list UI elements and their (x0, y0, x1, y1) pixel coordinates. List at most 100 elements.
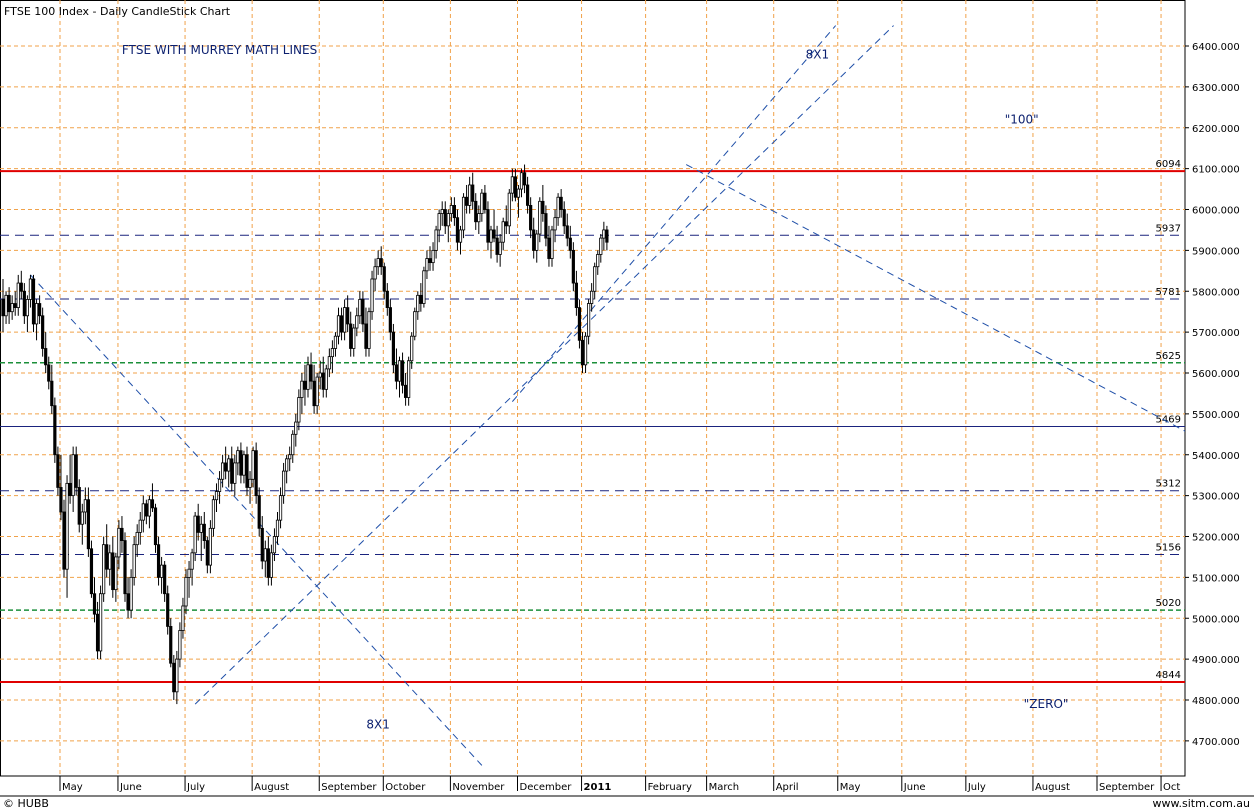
candle-body (388, 307, 392, 333)
candle-body (480, 192, 484, 214)
trend-lines (30, 25, 1185, 766)
candle-body (135, 532, 139, 546)
candle-body (468, 184, 472, 206)
candle-body (413, 311, 417, 337)
candle-body (208, 527, 212, 566)
grid (0, 0, 1186, 777)
candle-body (410, 335, 414, 362)
x-tick-label: July (967, 782, 986, 793)
candles (1, 164, 609, 705)
candle-body (486, 209, 490, 243)
candle-body (538, 200, 542, 235)
candle-body (361, 299, 365, 325)
candle-body (407, 360, 411, 398)
candle-body (443, 209, 447, 227)
candle-body (230, 458, 234, 484)
candle-body (202, 523, 206, 541)
candle-body (379, 258, 383, 268)
candle-body (123, 540, 127, 595)
candle-body (172, 662, 176, 693)
candle-body (196, 515, 200, 533)
candle-body (516, 188, 521, 198)
candle-body (117, 527, 121, 558)
candle-body (108, 552, 112, 570)
candle-body (504, 221, 508, 227)
y-tick-label: 5900.000 (1192, 246, 1240, 257)
candle-body (74, 454, 78, 488)
candle-body (7, 294, 11, 313)
candle-body (272, 536, 277, 554)
candle-body (590, 290, 594, 304)
candle-body (587, 303, 591, 337)
candle-body (370, 278, 374, 313)
candle-body (150, 499, 155, 509)
candle-body (580, 339, 585, 366)
candle-body (562, 209, 566, 227)
murrey-math-lines: 6094 5937 5781 5625 5469 5312 5156 5020 4844 (0, 159, 1185, 684)
y-tick-label: 4800.000 (1192, 696, 1240, 707)
candle-body (236, 450, 240, 464)
x-tick-label: June (903, 782, 926, 793)
candle-body (22, 290, 26, 317)
candle-body (263, 548, 267, 562)
candle-body (397, 360, 402, 382)
candle-body (13, 303, 17, 309)
candle-body (367, 311, 371, 349)
x-tick-label: September (1099, 782, 1155, 793)
candle-body (461, 196, 466, 231)
candle-body (535, 233, 539, 251)
x-tick-label: December (520, 782, 573, 793)
candle-body (403, 384, 408, 398)
x-tick-label: Oct (1163, 782, 1180, 793)
candle-body (245, 454, 249, 488)
y-tick-label: 5800.000 (1192, 287, 1240, 298)
website-footer: www.sitm.com.au (1153, 797, 1251, 810)
candle-body (327, 356, 331, 370)
candle-body (114, 556, 118, 591)
candle-body (251, 450, 255, 480)
candle-body (458, 229, 463, 243)
candle-body (474, 200, 478, 223)
candle-body (254, 450, 258, 497)
candle-body (342, 307, 347, 333)
candle-body (239, 450, 243, 476)
candle-body (257, 495, 261, 529)
candle-body (339, 315, 344, 333)
x-tick-label: April (776, 782, 799, 793)
y-tick-label: 4900.000 (1192, 655, 1240, 666)
candle-body (25, 299, 30, 317)
candle-body (315, 376, 319, 407)
candle-body (605, 229, 609, 243)
candle-body (92, 593, 97, 615)
label-8x1-lower: 8X1 (366, 718, 390, 732)
candle-body (489, 229, 493, 243)
murrey-label-4844: 4844 (1156, 670, 1181, 681)
candle-body (306, 364, 310, 390)
candle-body (355, 315, 359, 329)
candle-body (1, 299, 5, 317)
label-zero: "ZERO" (1024, 697, 1069, 711)
candle-body (593, 266, 597, 292)
candle-body (53, 405, 57, 456)
candle-body (159, 564, 164, 578)
candle-body (217, 478, 222, 492)
candle-body (34, 303, 39, 325)
candle-body (596, 254, 600, 268)
candle-body (394, 364, 399, 382)
candle-body (220, 462, 225, 480)
y-tick-label: 6100.000 (1192, 165, 1240, 176)
candle-body (452, 205, 457, 219)
candle-body (321, 372, 325, 390)
candle-body (269, 552, 274, 578)
murrey-label-5469: 5469 (1156, 415, 1181, 426)
candle-body (434, 229, 438, 251)
x-tick-label: May (62, 782, 83, 793)
date-axis: May June July August September October Novembe… (0, 775, 1254, 797)
murrey-label-5312: 5312 (1156, 479, 1181, 490)
candle-body (102, 544, 106, 595)
candle-body (400, 360, 405, 386)
candle-body (568, 237, 572, 251)
candle-body (346, 307, 350, 325)
candle-body (431, 249, 435, 264)
candle-body (138, 519, 142, 533)
